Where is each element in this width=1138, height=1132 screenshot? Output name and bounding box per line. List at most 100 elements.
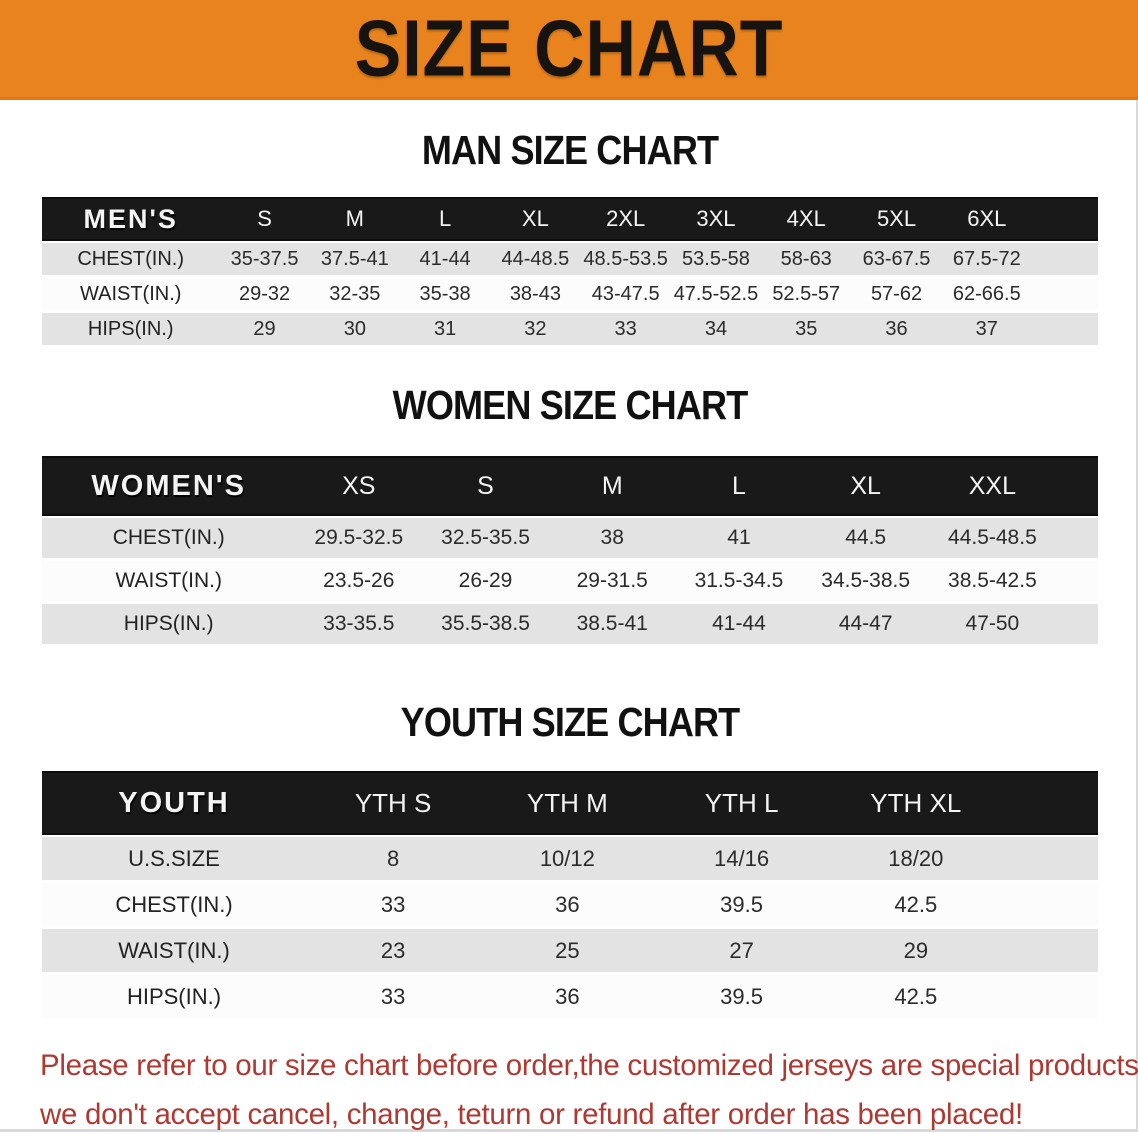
men-size-col-3xl: 3XL (670, 197, 762, 241)
women-measure-label: HIPS(IN.) (42, 602, 296, 645)
men-measure-label: HIPS(IN.) (42, 311, 220, 346)
women-size-col-xxl: XXL (929, 456, 1056, 516)
men-value: 58-63 (761, 241, 852, 276)
women-value: 32.5-35.5 (422, 516, 549, 559)
youth-size-col-yth-m: YTH M (480, 771, 655, 835)
men-size-col-l: L (399, 197, 491, 241)
men-row-waist-in: WAIST(IN.) 29-32 32-35 35-38 38-43 43-47.5 47.… (42, 276, 1098, 311)
men-group-label: MEN'S (42, 197, 220, 241)
men-value: 63-67.5 (851, 241, 942, 276)
women-value: 33-35.5 (295, 602, 423, 645)
youth-value: 29 (828, 927, 1003, 973)
men-size-col-6xl: 6XL (941, 197, 1032, 241)
youth-value: 18/20 (828, 835, 1003, 881)
men-value: 43-47.5 (580, 276, 671, 311)
men-value: 35 (761, 311, 852, 346)
youth-value: 39.5 (654, 973, 829, 1019)
page-title: SIZE CHART (354, 3, 784, 94)
men-size-col-m: M (309, 197, 400, 241)
men-value: 31 (399, 311, 491, 346)
women-header-row: WOMEN'S XS S M L XL XXL (42, 456, 1098, 516)
youth-value: 23 (306, 927, 481, 973)
youth-measure-label: WAIST(IN.) (42, 927, 306, 973)
women-value: 41-44 (675, 602, 803, 645)
women-size-chart-section: WOMEN SIZE CHART WOMEN'S XS S M L XL XXL CHEST(I… (42, 384, 1098, 645)
youth-value: 33 (306, 973, 481, 1019)
youth-value: 42.5 (828, 973, 1003, 1019)
men-value: 34 (670, 311, 762, 346)
women-measure-label: WAIST(IN.) (42, 559, 296, 602)
men-value: 48.5-53.5 (580, 241, 671, 276)
youth-row-spacer (1002, 835, 1098, 881)
men-value: 29 (219, 311, 310, 346)
youth-group-label: YOUTH (42, 771, 306, 835)
men-measure-label: WAIST(IN.) (42, 276, 220, 311)
women-value: 29.5-32.5 (295, 516, 423, 559)
men-value: 37.5-41 (309, 241, 400, 276)
youth-section-heading: YOUTH SIZE CHART (400, 699, 741, 745)
women-value: 41 (675, 516, 803, 559)
women-value: 44.5 (802, 516, 930, 559)
women-header-spacer (1055, 456, 1098, 516)
men-value: 37 (941, 311, 1032, 346)
men-value: 53.5-58 (670, 241, 762, 276)
women-value: 23.5-26 (295, 559, 423, 602)
women-value: 44.5-48.5 (929, 516, 1056, 559)
youth-header-spacer (1002, 771, 1098, 835)
youth-row-hips-in: HIPS(IN.) 33 36 39.5 42.5 (42, 973, 1098, 1019)
men-value: 35-37.5 (219, 241, 310, 276)
women-value: 26-29 (422, 559, 549, 602)
youth-measure-label: HIPS(IN.) (42, 973, 306, 1019)
women-row-waist-in: WAIST(IN.) 23.5-26 26-29 29-31.5 31.5-34.5 34… (42, 559, 1098, 602)
youth-value: 36 (480, 881, 655, 927)
youth-size-col-yth-s: YTH S (306, 771, 481, 835)
men-size-col-5xl: 5XL (851, 197, 942, 241)
women-row-spacer (1055, 559, 1098, 602)
women-value: 38.5-42.5 (929, 559, 1056, 602)
youth-header-row: YOUTH YTH S YTH M YTH L YTH XL (42, 771, 1098, 835)
disclaimer-line-2: we don't accept cancel, change, teturn o… (40, 1098, 1023, 1131)
men-value: 67.5-72 (941, 241, 1032, 276)
men-value: 38-43 (490, 276, 581, 311)
women-size-col-s: S (422, 456, 549, 516)
disclaimer: Please refer to our size chart before or… (40, 1041, 1138, 1132)
men-value: 33 (580, 311, 671, 346)
men-value: 41-44 (399, 241, 491, 276)
youth-value: 42.5 (828, 881, 1003, 927)
men-size-col-s: S (219, 197, 310, 241)
youth-value: 27 (654, 927, 829, 973)
men-row-spacer (1031, 241, 1098, 276)
women-row-hips-in: HIPS(IN.) 33-35.5 35.5-38.5 38.5-41 41-44 44-… (42, 602, 1098, 645)
title-banner: SIZE CHART (0, 0, 1138, 100)
women-size-col-xl: XL (802, 456, 930, 516)
men-header-spacer (1031, 197, 1098, 241)
youth-value: 39.5 (654, 881, 829, 927)
men-value: 29-32 (219, 276, 310, 311)
youth-row-spacer (1002, 927, 1098, 973)
youth-measure-label: U.S.SIZE (42, 835, 306, 881)
women-value: 47-50 (929, 602, 1056, 645)
men-value: 47.5-52.5 (670, 276, 762, 311)
disclaimer-line-1: Please refer to our size chart before or… (40, 1049, 1138, 1082)
size-chart-sections: MAN SIZE CHART MEN'S S M L XL 2XL 3XL 4XL 5XL 6XL C… (0, 129, 1138, 1019)
women-row-chest-in: CHEST(IN.) 29.5-32.5 32.5-35.5 38 41 44.5 44.5… (42, 516, 1098, 559)
youth-value: 33 (306, 881, 481, 927)
men-value: 52.5-57 (761, 276, 852, 311)
women-size-col-l: L (675, 456, 803, 516)
youth-row-waist-in: WAIST(IN.) 23 25 27 29 (42, 927, 1098, 973)
women-section-heading: WOMEN SIZE CHART (392, 382, 749, 428)
youth-value: 14/16 (654, 835, 829, 881)
men-value: 62-66.5 (941, 276, 1032, 311)
men-value: 35-38 (399, 276, 491, 311)
men-value: 36 (851, 311, 942, 346)
women-size-table: WOMEN'S XS S M L XL XXL CHEST(IN.) 29.5-32.5 32.5… (42, 456, 1098, 645)
women-measure-label: CHEST(IN.) (42, 516, 296, 559)
youth-value: 10/12 (480, 835, 655, 881)
women-value: 31.5-34.5 (675, 559, 803, 602)
women-size-col-m: M (548, 456, 676, 516)
men-value: 32-35 (309, 276, 400, 311)
men-size-chart-section: MAN SIZE CHART MEN'S S M L XL 2XL 3XL 4XL 5XL 6XL C… (42, 129, 1098, 346)
women-value: 34.5-38.5 (802, 559, 930, 602)
youth-row-spacer (1002, 973, 1098, 1019)
men-size-col-xl: XL (490, 197, 581, 241)
